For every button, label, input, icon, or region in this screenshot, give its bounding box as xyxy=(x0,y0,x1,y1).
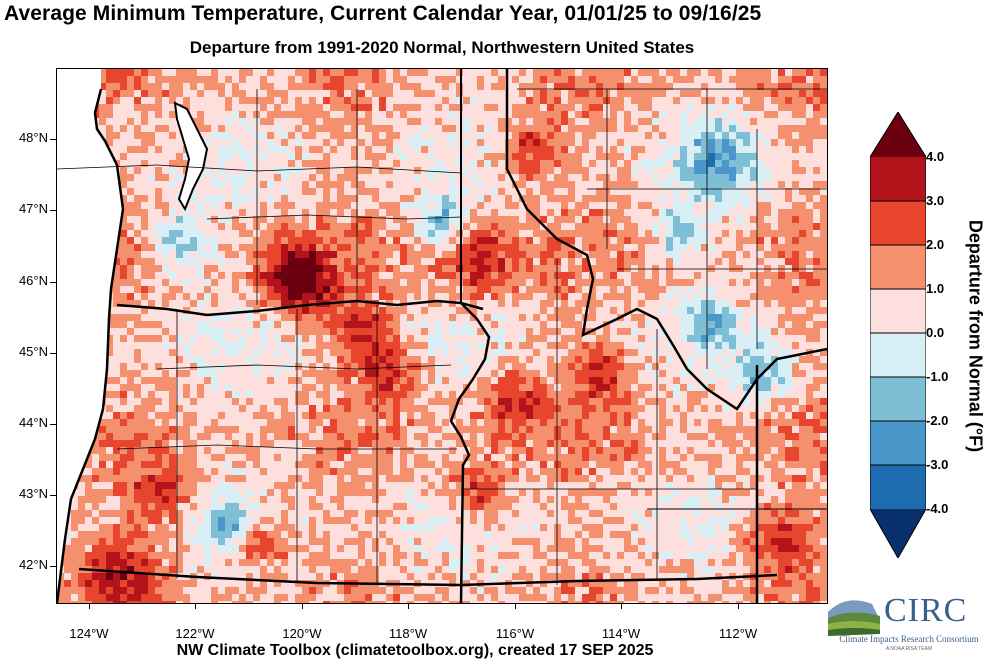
circ-logo-subtitle: Climate Impacts Research Consortium xyxy=(839,634,979,644)
lat-tick xyxy=(50,210,56,211)
colorbar-label: 2.0 xyxy=(926,237,945,252)
colorbar-label: -3.0 xyxy=(926,457,949,472)
departure-raster xyxy=(57,69,827,603)
lon-tick xyxy=(738,603,739,609)
lat-tick xyxy=(50,424,56,425)
colorbar-label: 3.0 xyxy=(926,193,945,208)
lon-label-120: 120°W xyxy=(282,626,322,641)
map-panel xyxy=(56,68,828,604)
pacific-ocean xyxy=(57,69,207,603)
colorbar-band xyxy=(870,421,926,465)
lon-label-116: 116°W xyxy=(495,626,535,641)
lat-label-42: 42°N xyxy=(18,557,48,572)
colorbar-top-arrow xyxy=(870,112,926,157)
circ-logo-text: CIRC xyxy=(884,592,968,629)
lon-tick xyxy=(195,603,196,609)
lat-tick xyxy=(50,282,56,283)
lat-label-43: 43°N xyxy=(18,486,48,501)
colorbar-label: 4.0 xyxy=(926,149,945,164)
colorbar-band xyxy=(870,465,926,509)
lat-tick xyxy=(50,139,56,140)
colorbar-label: -2.0 xyxy=(926,413,949,428)
colorbar-bottom-arrow xyxy=(870,509,926,558)
colorbar-label: 0.0 xyxy=(926,325,945,340)
colorbar-label: -1.0 xyxy=(926,369,949,384)
colorbar-band xyxy=(870,289,926,333)
colorbar xyxy=(870,112,926,558)
circ-logo-tag: A NOAA RISA TEAM xyxy=(885,646,933,652)
lat-label-45: 45°N xyxy=(18,344,48,359)
lat-label-47: 47°N xyxy=(18,201,48,216)
lat-tick xyxy=(50,566,56,567)
colorbar-label: -4.0 xyxy=(926,501,949,516)
map-subtitle: Departure from 1991-2020 Normal, Northwe… xyxy=(189,38,695,57)
map-credit: NW Climate Toolbox (climatetoolbox.org),… xyxy=(176,642,654,659)
colorbar-band xyxy=(870,377,926,421)
temperature-departure-map xyxy=(57,69,827,603)
colorbar-band xyxy=(870,245,926,289)
lon-label-118: 118°W xyxy=(388,626,428,641)
lon-label-124: 124°W xyxy=(69,626,109,641)
colorbar-title: Departure from Normal (°F) xyxy=(960,196,990,476)
circ-logo-mark xyxy=(828,600,880,636)
lat-tick xyxy=(50,495,56,496)
lat-tick xyxy=(50,353,56,354)
lon-tick xyxy=(515,603,516,609)
lon-tick xyxy=(302,603,303,609)
lat-label-48: 48°N xyxy=(18,130,48,145)
lon-tick xyxy=(89,603,90,609)
colorbar-label: 1.0 xyxy=(926,281,945,296)
colorbar-band xyxy=(870,333,926,377)
colorbar-title-text: Departure from Normal (°F) xyxy=(965,219,986,453)
lat-label-44: 44°N xyxy=(18,415,48,430)
colorbar-band xyxy=(870,201,926,245)
lon-tick xyxy=(621,603,622,609)
lon-label-122: 122°W xyxy=(175,626,215,641)
colorbar-band xyxy=(870,157,926,201)
lon-label-112: 112°W xyxy=(718,626,758,641)
lon-label-114: 114°W xyxy=(601,626,641,641)
lat-label-46: 46°N xyxy=(18,273,48,288)
state-county-boundaries xyxy=(57,69,827,603)
map-title: Average Minimum Temperature, Current Cal… xyxy=(4,2,762,25)
lon-tick xyxy=(408,603,409,609)
